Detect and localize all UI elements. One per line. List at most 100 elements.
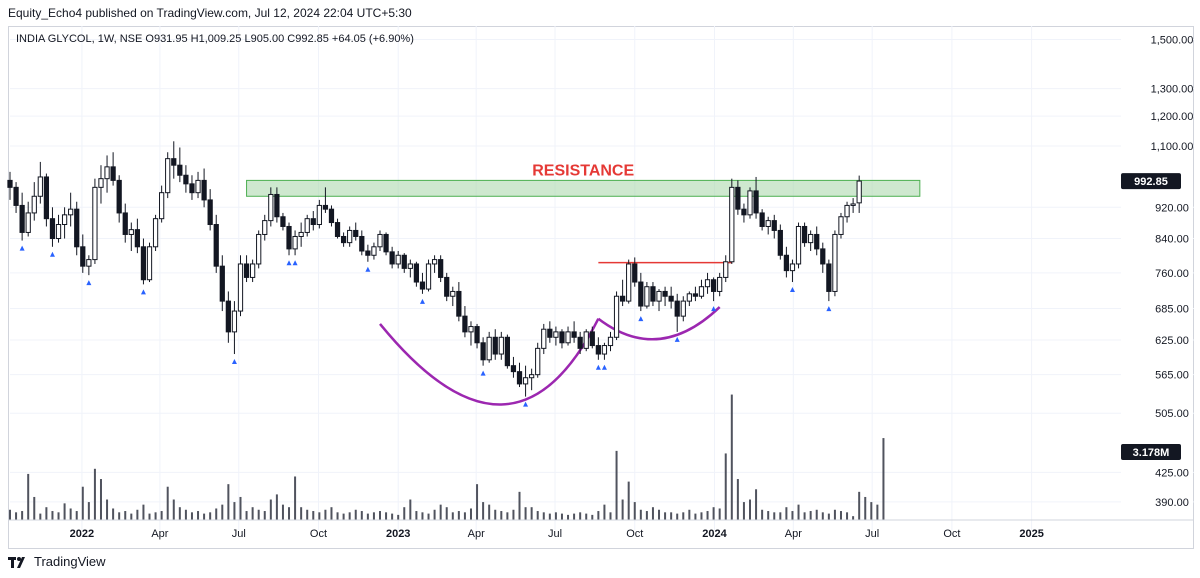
candle	[183, 165, 189, 193]
volume-bar	[397, 514, 400, 520]
volume-bar	[421, 512, 424, 520]
cup-arc	[379, 318, 600, 406]
candle	[735, 180, 741, 215]
volume-bar	[288, 507, 291, 520]
candle-body	[280, 216, 286, 227]
candle	[759, 209, 765, 231]
volume-bar	[112, 508, 115, 520]
candle-body	[529, 374, 535, 379]
volume-bar	[827, 513, 830, 520]
candle-body	[171, 158, 177, 166]
candle	[292, 230, 298, 256]
volume-bar	[712, 507, 715, 520]
candle-body	[268, 193, 274, 222]
volume-bar	[336, 512, 339, 520]
candle	[280, 212, 286, 231]
price-tick-label: 625.00	[1155, 335, 1189, 347]
chart-frame[interactable]	[8, 26, 1194, 549]
volume-bar	[815, 509, 818, 520]
candle-body	[674, 300, 680, 317]
volume-bar	[658, 509, 661, 520]
candle	[486, 331, 492, 363]
pivot-marker	[140, 289, 146, 295]
candle-body	[504, 336, 510, 367]
candle-body	[717, 276, 723, 292]
volume-bar	[536, 511, 539, 520]
volume-bar	[166, 486, 169, 520]
time-tick-label: 2023	[386, 528, 410, 540]
volume-bar	[81, 486, 84, 520]
candle-body	[668, 295, 674, 302]
candle-body	[183, 174, 189, 185]
candle	[668, 286, 674, 309]
price-tick-label: 760.00	[1155, 268, 1189, 280]
candle	[680, 296, 686, 322]
volume-bar	[209, 512, 212, 520]
candle	[674, 293, 680, 332]
candle	[401, 253, 407, 273]
candle	[717, 272, 723, 297]
tradingview-brand[interactable]: TradingView	[8, 554, 106, 569]
candle-body	[826, 263, 832, 292]
candle-body	[808, 233, 814, 244]
volume-bar	[457, 511, 460, 520]
candle-body	[747, 190, 753, 216]
volume-bar	[597, 511, 600, 520]
volume-bar	[876, 504, 879, 520]
volume-bar	[136, 509, 139, 520]
candle	[92, 178, 98, 264]
candle-body	[583, 331, 589, 349]
candle-body	[613, 295, 620, 338]
volume-bar	[245, 511, 248, 520]
time-tick-label: 2025	[1019, 528, 1043, 540]
volume-bar	[809, 511, 812, 520]
last-volume-label: 3.178M	[1133, 447, 1170, 459]
candle	[504, 334, 510, 369]
volume-bar	[275, 494, 278, 520]
volume-bar	[281, 504, 284, 520]
pivot-marker	[365, 266, 371, 272]
candle-body	[116, 179, 122, 214]
price-tick-label: 1,500.00	[1151, 34, 1194, 46]
volume-bar	[682, 512, 685, 520]
resistance-label: RESISTANCE	[532, 162, 634, 179]
candle	[347, 226, 353, 247]
candle	[165, 152, 171, 199]
candle	[74, 201, 80, 256]
candle-body	[656, 290, 662, 302]
candle	[365, 244, 371, 262]
candle-body	[31, 195, 37, 214]
volume-bar	[615, 450, 618, 520]
volume-bar	[312, 511, 315, 520]
candle-body	[844, 204, 850, 218]
candle-body	[159, 192, 165, 220]
candle-body	[577, 336, 583, 349]
price-tick-label: 390.00	[1155, 497, 1189, 509]
volume-bar	[779, 512, 782, 520]
candle-body	[55, 224, 62, 240]
candle-body	[395, 254, 401, 265]
volume-bar	[864, 496, 867, 520]
volume-bar	[203, 513, 206, 520]
volume-bar	[227, 484, 230, 520]
candle-body	[795, 225, 802, 265]
pivot-marker	[231, 359, 237, 365]
volume-bar	[221, 504, 224, 520]
candle	[850, 198, 856, 213]
candle	[456, 282, 462, 322]
candle	[723, 255, 729, 283]
candle	[535, 342, 541, 378]
volume-bar	[591, 514, 594, 520]
candle	[68, 192, 74, 227]
candle	[340, 232, 347, 247]
candle-body	[680, 300, 686, 317]
candle	[577, 331, 583, 355]
grid-lines	[10, 26, 1194, 530]
candle-body	[274, 193, 280, 218]
candle-body	[61, 214, 68, 226]
price-tick-label: 425.00	[1155, 467, 1189, 479]
candle-body	[741, 208, 747, 216]
volume-bar	[433, 509, 436, 520]
candle	[662, 286, 668, 307]
